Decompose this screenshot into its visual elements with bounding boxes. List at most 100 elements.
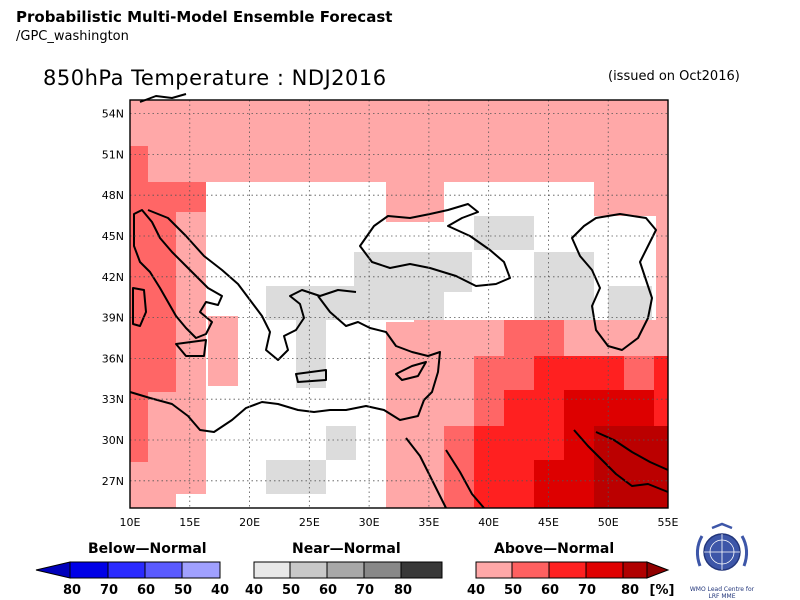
legend-below-tick: 80 bbox=[63, 583, 81, 598]
below-normal-label: Below—Normal bbox=[88, 541, 207, 557]
above-normal-label: Above—Normal bbox=[494, 541, 615, 557]
longitude-tick-label: 10E bbox=[120, 516, 141, 529]
probability-cells bbox=[130, 100, 668, 508]
probability-cell bbox=[624, 356, 654, 390]
legend-near-swatch bbox=[253, 561, 291, 579]
latitude-tick-label: 51N bbox=[102, 148, 124, 161]
probability-cell bbox=[444, 426, 474, 508]
plot-frame bbox=[129, 99, 669, 509]
latitude-tick-label: 45N bbox=[102, 230, 124, 243]
coastline-gulf-east bbox=[595, 431, 669, 471]
legend-near-swatch bbox=[326, 561, 365, 579]
longitude-labels: 10E 15E 20E 25E 30E 35E 40E 45E 50E 55E bbox=[120, 516, 679, 529]
probability-cell bbox=[354, 252, 472, 292]
coastline-red-sea bbox=[405, 437, 447, 509]
coastline-black-sea bbox=[359, 203, 511, 287]
longitude-tick-label: 40E bbox=[478, 516, 499, 529]
latitude-tick-label: 39N bbox=[102, 312, 124, 325]
probability-cell bbox=[386, 182, 444, 222]
legend-below-tick: 70 bbox=[100, 583, 118, 598]
probability-cell bbox=[176, 494, 206, 508]
latitude-tick-label: 27N bbox=[102, 475, 124, 488]
coastline-balkans bbox=[147, 209, 357, 361]
legend-near-tick: 40 bbox=[245, 583, 263, 598]
legend-above-swatch bbox=[548, 561, 587, 579]
probability-cell bbox=[534, 460, 564, 508]
header-title: Probabilistic Multi-Model Ensemble Forec… bbox=[16, 8, 393, 26]
latitude-tick-label: 48N bbox=[102, 189, 124, 202]
issued-date: (issued on Oct2016) bbox=[608, 69, 740, 84]
longitude-tick-label: 35E bbox=[418, 516, 439, 529]
coastline-turkey bbox=[317, 295, 441, 401]
longitude-tick-label: 55E bbox=[658, 516, 679, 529]
coastline-caspian-sea bbox=[571, 213, 657, 351]
legend-below-normal bbox=[35, 561, 221, 579]
probability-cell bbox=[208, 316, 238, 386]
legend-below-tick: 40 bbox=[211, 583, 229, 598]
legend-below-swatch bbox=[107, 561, 146, 579]
coastline-red-sea-east bbox=[445, 449, 485, 509]
longitude-tick-label: 30E bbox=[359, 516, 380, 529]
legend-above-normal bbox=[475, 561, 670, 579]
legend-below-arrow bbox=[35, 561, 71, 579]
legend-below-swatch bbox=[144, 561, 183, 579]
legend-unit: [%] bbox=[650, 583, 675, 598]
near-normal-label: Near—Normal bbox=[292, 541, 401, 557]
graticule bbox=[130, 100, 668, 508]
legend-below-tick: 50 bbox=[174, 583, 192, 598]
coastline-cyprus bbox=[395, 361, 427, 381]
legend-above-arrow bbox=[646, 561, 670, 579]
coastlines bbox=[129, 93, 669, 509]
coastline-sardinia bbox=[132, 287, 147, 327]
probability-cell bbox=[296, 320, 326, 388]
probability-cell bbox=[594, 426, 668, 508]
coastline-sicily bbox=[175, 339, 207, 357]
wmo-logo: WMO Lead Centre for LRF MME bbox=[686, 522, 758, 600]
latitude-tick-label: 36N bbox=[102, 352, 124, 365]
coastline-italy bbox=[133, 209, 223, 339]
legend-above-swatch bbox=[511, 561, 550, 579]
legend-above-swatch bbox=[585, 561, 624, 579]
latitude-labels: 27N 30N 33N 36N 39N 42N 45N 48N 51N 54N bbox=[102, 108, 124, 488]
probability-cell bbox=[504, 390, 534, 508]
coastline-north-africa bbox=[129, 391, 425, 433]
legend-above-tick: 40 bbox=[467, 583, 485, 598]
legend-near-swatch bbox=[400, 561, 443, 579]
coastline-persian-gulf bbox=[573, 429, 669, 493]
legend-below-swatch bbox=[181, 561, 221, 579]
probability-cell bbox=[534, 252, 594, 320]
latitude-tick-label: 54N bbox=[102, 108, 124, 121]
legend-near-swatch bbox=[289, 561, 328, 579]
longitude-tick-label: 20E bbox=[239, 516, 260, 529]
legend-above-tick: 80 bbox=[621, 583, 639, 598]
longitude-tick-label: 45E bbox=[538, 516, 559, 529]
map-title: 850hPa Temperature : NDJ2016 bbox=[43, 66, 387, 90]
legend-below-swatch bbox=[69, 561, 109, 579]
probability-cell bbox=[326, 426, 356, 460]
legend-above-tick: 70 bbox=[578, 583, 596, 598]
probability-cell bbox=[624, 320, 668, 356]
latitude-tick-label: 42N bbox=[102, 271, 124, 284]
legend-near-tick: 50 bbox=[282, 583, 300, 598]
legend-near-swatch bbox=[363, 561, 402, 579]
legend-near-tick: 60 bbox=[319, 583, 337, 598]
header-source: /GPC_washington bbox=[16, 29, 129, 44]
probability-cell bbox=[266, 460, 326, 494]
logo-text-line1: WMO Lead Centre for bbox=[689, 586, 755, 593]
latitude-tick-label: 33N bbox=[102, 393, 124, 406]
probability-cell bbox=[608, 286, 652, 320]
probability-cell bbox=[474, 216, 534, 250]
legend-near-normal bbox=[253, 561, 443, 579]
longitude-tick-label: 50E bbox=[598, 516, 619, 529]
legend-below-tick: 60 bbox=[137, 583, 155, 598]
legend-near-tick: 70 bbox=[356, 583, 374, 598]
legend-above-swatch bbox=[622, 561, 648, 579]
probability-cell bbox=[386, 460, 414, 508]
legend-above-swatch bbox=[475, 561, 513, 579]
latitude-tick-label: 30N bbox=[102, 434, 124, 447]
coastline-crete bbox=[295, 369, 327, 383]
longitude-tick-label: 15E bbox=[179, 516, 200, 529]
wmo-emblem-icon bbox=[695, 522, 749, 571]
legend-above-tick: 60 bbox=[541, 583, 559, 598]
coastline-north-fragment bbox=[139, 93, 187, 103]
